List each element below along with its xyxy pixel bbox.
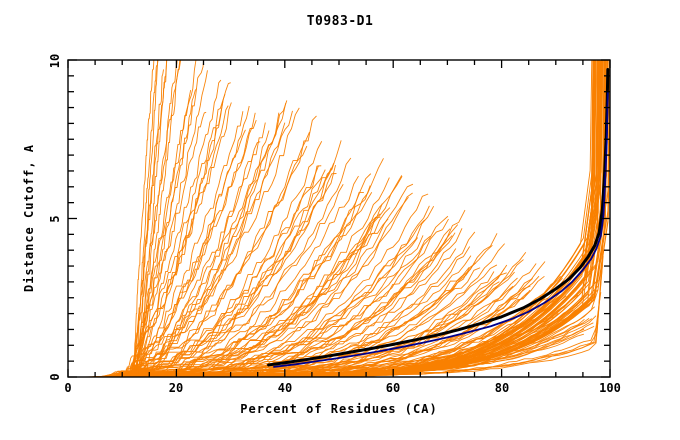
prediction-curve [107, 203, 383, 377]
x-axis-label: Percent of Residues (CA) [240, 402, 438, 416]
x-tick-label-40: 40 [277, 381, 293, 395]
prediction-curve [116, 165, 322, 377]
prediction-curves [83, 60, 610, 377]
prediction-curve [124, 122, 286, 377]
x-tick-label-80: 80 [494, 381, 510, 395]
prediction-ensemble-layer [83, 60, 610, 377]
prediction-curve [118, 192, 364, 377]
prediction-curve [124, 112, 280, 377]
x-tick-label-0: 0 [64, 381, 72, 395]
prediction-curve [136, 60, 159, 377]
prediction-curve [127, 122, 266, 377]
axes-layer [67, 59, 611, 378]
prediction-curve [112, 184, 344, 377]
chart-title: T0983-D1 [306, 14, 374, 29]
x-tick-label-100: 100 [599, 381, 621, 395]
prediction-curve [127, 105, 250, 377]
prediction-curve [116, 213, 381, 377]
prediction-curve [139, 60, 168, 377]
prediction-curve [100, 205, 435, 377]
prediction-curve [118, 115, 317, 377]
prediction-curve [124, 141, 261, 377]
prediction-curve [113, 219, 425, 377]
x-tick-label-20: 20 [168, 381, 184, 395]
prediction-curve [132, 60, 167, 377]
highlight-series-layer [267, 68, 610, 368]
prediction-curve [133, 101, 224, 377]
model-curves [267, 68, 610, 368]
x-tick-label-60: 60 [385, 381, 401, 395]
prediction-curve [116, 141, 323, 377]
prediction-curve [133, 60, 155, 377]
prediction-curve [135, 60, 178, 377]
prediction-curve [131, 90, 192, 377]
series-reference_model [273, 90, 609, 368]
prediction-curve [112, 173, 372, 377]
series-best_model [267, 68, 610, 367]
prediction-curve [133, 88, 198, 377]
prediction-curve [138, 60, 159, 377]
